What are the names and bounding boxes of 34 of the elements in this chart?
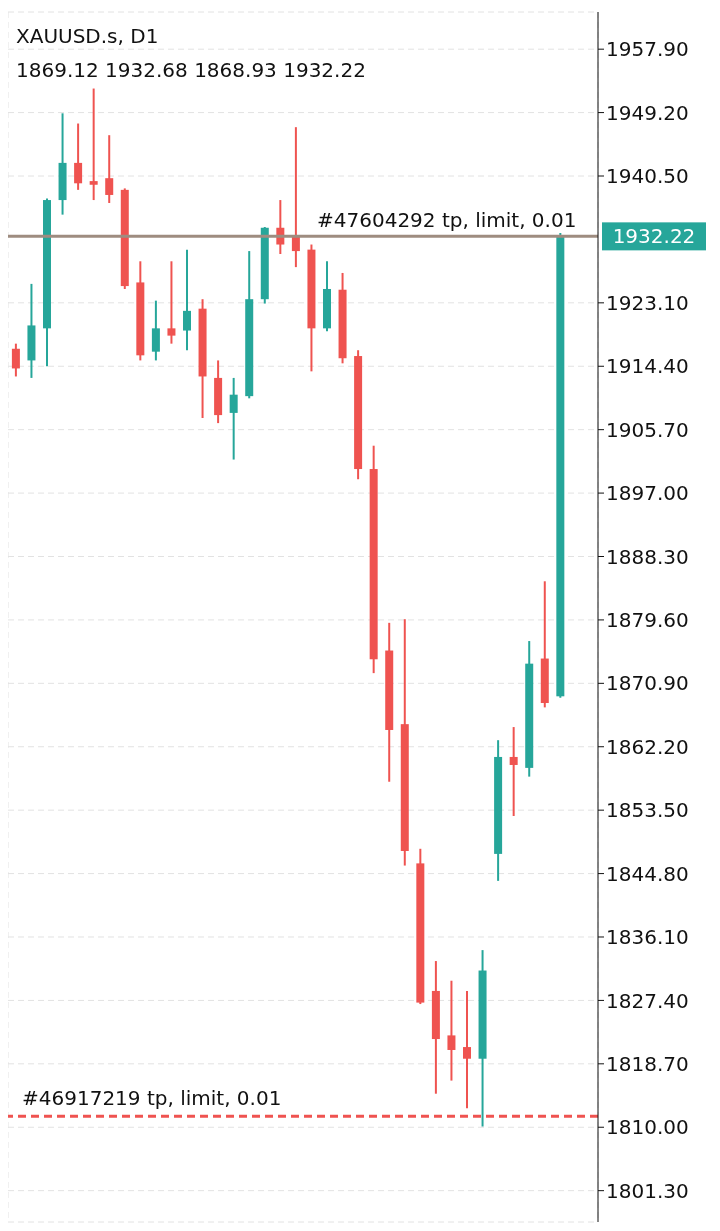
y-tick-label: 1836.10	[606, 925, 689, 950]
y-tick-label: 1818.70	[606, 1051, 689, 1076]
y-tick-label: 1923.10	[606, 290, 689, 315]
y-tick-label: 1810.00	[606, 1115, 689, 1140]
candlestick	[463, 989, 471, 1110]
y-tick-label: 1844.80	[606, 861, 689, 886]
candlestick	[11, 342, 20, 378]
y-tick-label: 1862.20	[606, 734, 689, 759]
y-tick-label: 1888.30	[606, 544, 689, 569]
y-tick-label: 1870.90	[606, 671, 689, 696]
text: 1869.12 1932.68 1868.93 1932.22	[10, 56, 372, 84]
ref-line-label: 1932.22	[612, 224, 696, 249]
y-tick-label: 1827.40	[606, 988, 689, 1013]
y-tick-label: 1957.90	[606, 37, 689, 62]
candlestick	[105, 134, 114, 204]
y-tick-label: 1949.20	[606, 100, 689, 125]
candlestick	[89, 87, 98, 202]
ref-line-label: #46917219 tp, limit, 0.01	[22, 1086, 282, 1111]
candlestick	[509, 726, 518, 817]
y-tick-label: 1914.40	[606, 354, 689, 379]
candlestick	[74, 122, 83, 191]
y-tick-label: 1905.70	[606, 417, 689, 442]
y-tick-label: 1897.00	[606, 481, 689, 506]
candlestick	[447, 979, 456, 1082]
candlestick	[167, 260, 176, 345]
text: XAUUSD.s, D1	[10, 22, 165, 50]
candlestick	[229, 376, 238, 461]
annotation: #47604292 tp, limit, 0.01	[316, 208, 578, 232]
y-tick-label: 1940.50	[606, 164, 689, 189]
y-tick-label: 1801.30	[606, 1178, 689, 1203]
candlestick	[151, 299, 160, 362]
y-tick-label: 1879.60	[606, 608, 689, 633]
candlestick	[183, 248, 191, 352]
y-tick-label: 1853.50	[606, 798, 689, 823]
